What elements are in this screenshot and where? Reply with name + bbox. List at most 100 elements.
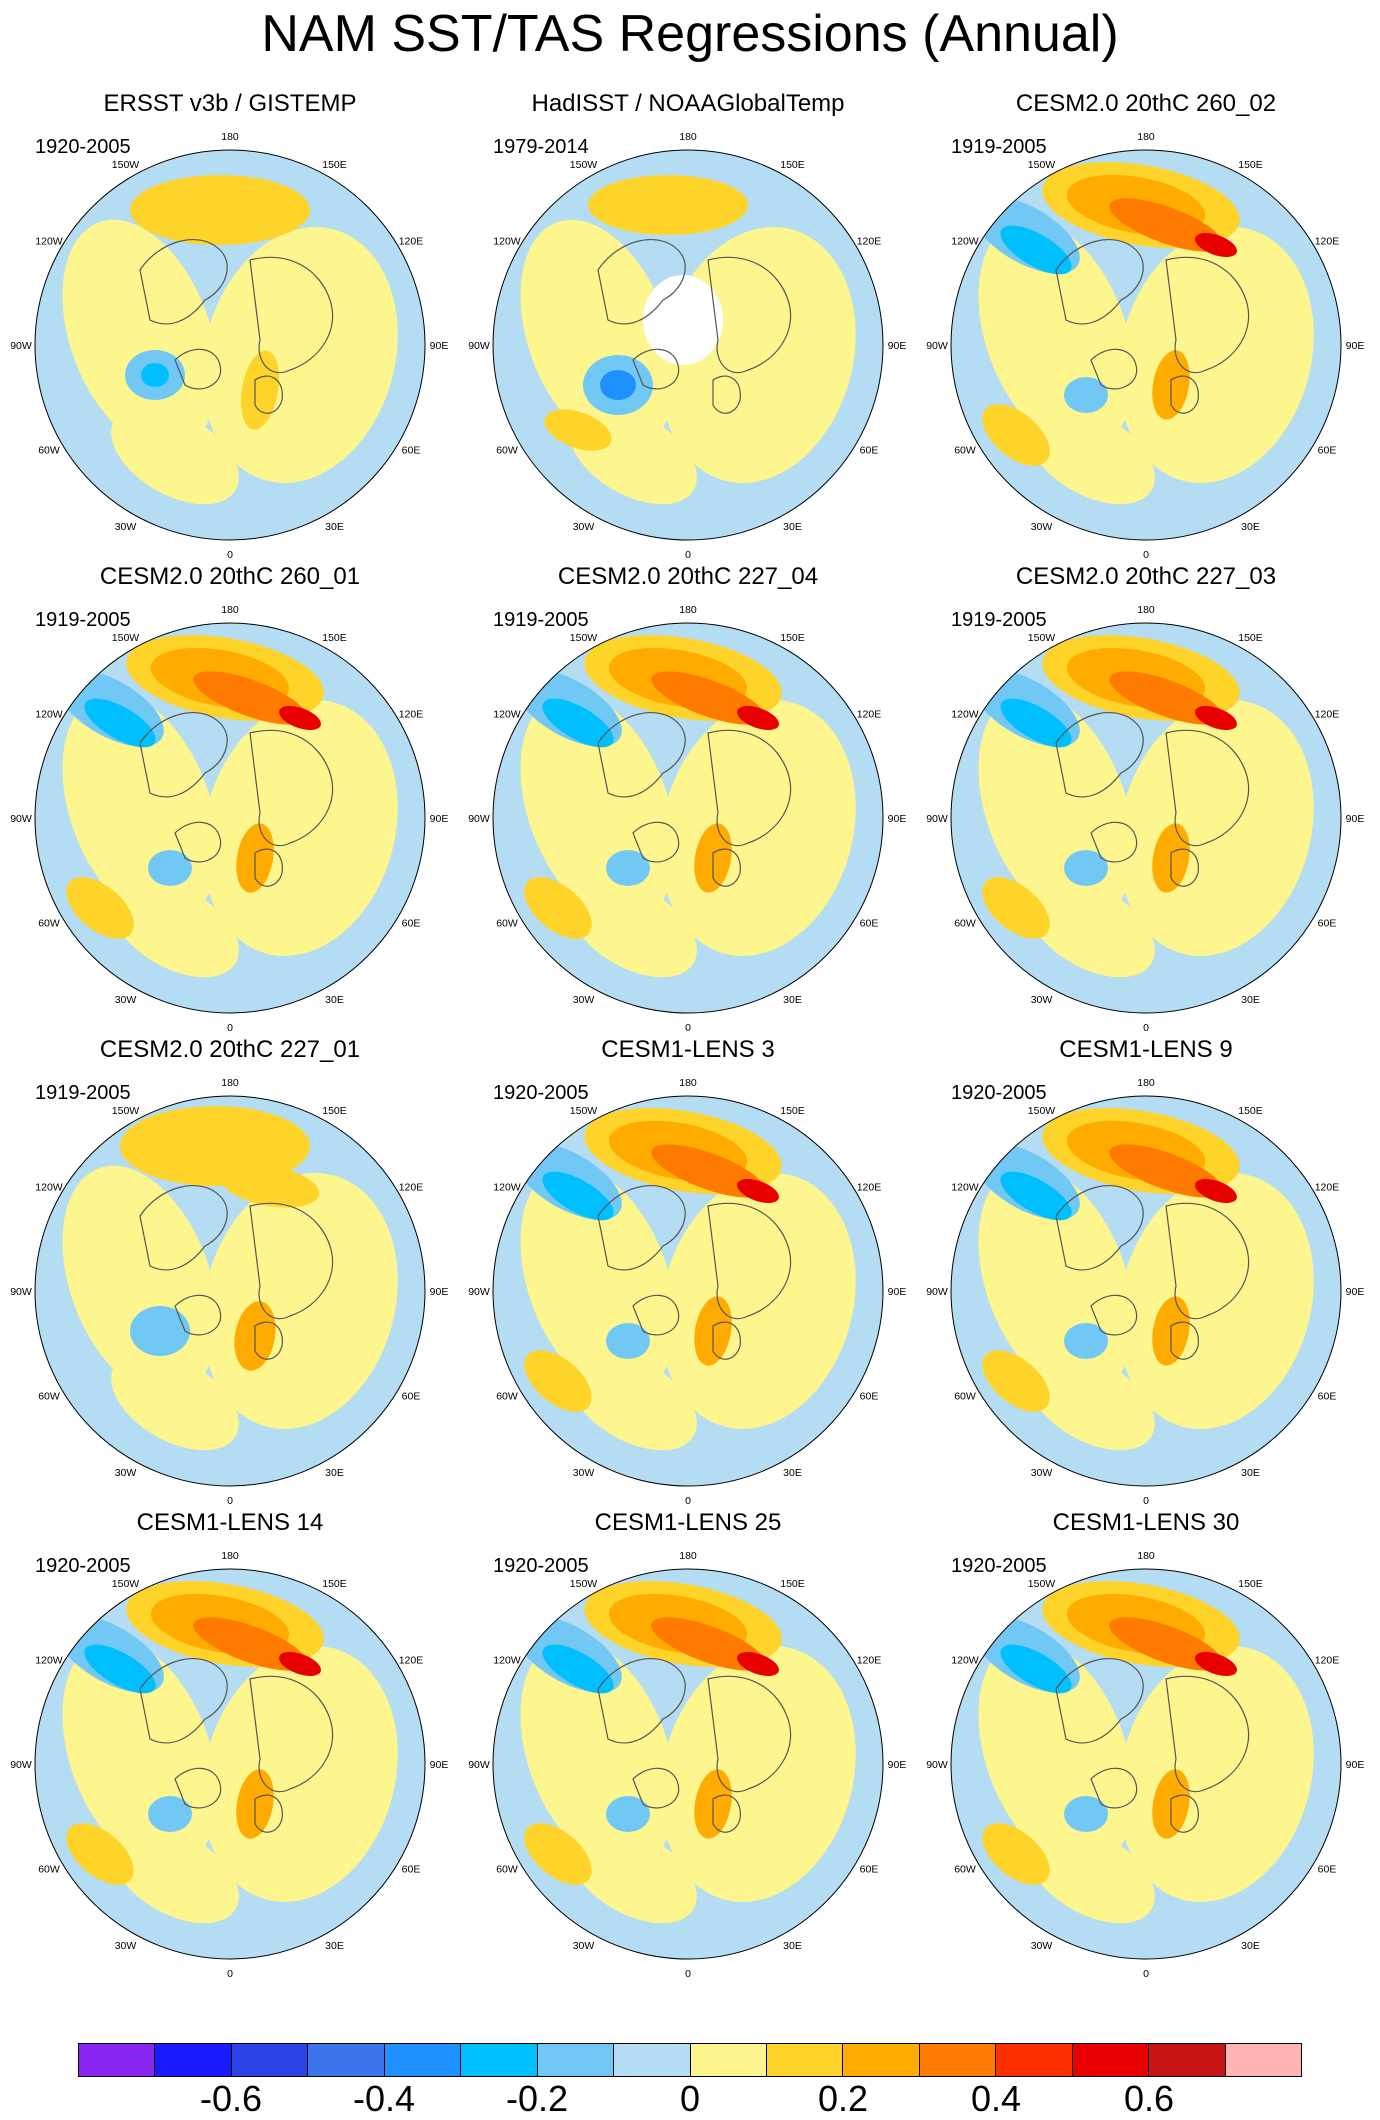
anomaly-field [62, 1106, 398, 1451]
panel-period: 1979-2014 [493, 136, 589, 158]
longitude-label: 150W [1028, 1105, 1056, 1117]
coastline-2 [1090, 348, 1138, 390]
labrador-cool-anomaly [1064, 377, 1108, 413]
longitude-label: 60E [402, 445, 421, 457]
panel-period: 1919-2005 [951, 609, 1047, 631]
colorbar-tick-label: 0.6 [1123, 2078, 1175, 2119]
longitude-label: 120E [857, 236, 882, 248]
longitude-label: 60E [402, 918, 421, 930]
colorbar-swatch [614, 2044, 691, 2076]
longitude-label: 150W [1028, 1578, 1056, 1590]
anomaly-field [56, 1580, 398, 1924]
map-panel: 180 150E 120E 90E 60E 30E 0 30W 60W 90W 120W 150W CE… [916, 473, 1376, 1034]
longitude-label: 150W [1028, 159, 1056, 171]
longitude-label: 150E [1238, 1105, 1263, 1117]
colorbar-swatch [1072, 2044, 1150, 2076]
longitude-label: 180 [221, 1550, 239, 1562]
longitude-label: 0 [1143, 1968, 1149, 1980]
longitude-label: 180 [1137, 1550, 1155, 1562]
polar-map: 180 150E 120E 90E 60E 30E 0 30W 60W 90W 120W 150W [926, 604, 1364, 1034]
panel-period: 1920-2005 [493, 1555, 589, 1577]
longitude-label: 30W [1031, 1940, 1053, 1952]
longitude-label: 90W [10, 813, 32, 825]
pacific-cool-core [1000, 1644, 1072, 1694]
labrador-cool-anomaly [148, 1796, 192, 1832]
polar-map: 180 150E 120E 90E 60E 30E 0 30W 60W 90W 120W 150W [468, 1077, 907, 1507]
map-border [34, 1095, 426, 1487]
longitude-label: 90E [430, 1286, 449, 1298]
coastline-3 [712, 1794, 741, 1833]
longitude-label: 30E [1241, 521, 1260, 533]
longitude-label: 120E [1315, 1182, 1340, 1194]
polar-map: 180 150E 120E 90E 60E 30E 0 30W 60W 90W 120W 150W [468, 604, 906, 1034]
atlantic-warm-anomaly [982, 1350, 1050, 1412]
atlantic-anomaly [569, 878, 697, 978]
coastline-0 [1055, 712, 1144, 798]
coastline-1 [1165, 1675, 1250, 1793]
coastline-3 [254, 1321, 283, 1360]
longitude-label: 90E [888, 1286, 907, 1298]
longitude-label: 60W [38, 1391, 60, 1403]
figure-title: NAM SST/TAS Regressions (Annual) [261, 5, 1119, 63]
longitude-label: 30W [573, 1467, 595, 1479]
map-border [492, 1095, 884, 1487]
pacific-cool-core [1000, 698, 1072, 748]
longitude-label: 0 [227, 1022, 233, 1034]
panel-title: CESM1-LENS 25 [594, 1509, 782, 1536]
panel-title: CESM2.0 20thC 260_02 [1015, 90, 1277, 117]
coastline-3 [712, 848, 741, 887]
longitude-label: 30W [1031, 521, 1053, 533]
longitude-label: 90E [888, 1759, 907, 1771]
longitude-label: 120E [1315, 709, 1340, 721]
panel-title: CESM1-LENS 3 [601, 1036, 775, 1063]
longitude-label: 180 [1137, 131, 1155, 143]
panel-title: ERSST v3b / GISTEMP [103, 90, 357, 117]
colorbar-tick-label: 0 [679, 2078, 701, 2119]
panel-title: CESM2.0 20thC 227_04 [557, 563, 819, 590]
bering-max-anomaly [1195, 1178, 1237, 1204]
pacific-warm-core [1109, 1617, 1223, 1671]
pacific-warm-core [175, 192, 275, 228]
labrador-cool-anomaly [1064, 1323, 1108, 1359]
longitude-label: 60W [496, 445, 518, 457]
longitude-label: 120E [399, 236, 424, 248]
longitude-label: 90E [430, 340, 449, 352]
colorbar-swatch [308, 2044, 385, 2076]
longitude-label: 90W [468, 340, 490, 352]
longitude-label: 30E [325, 1467, 344, 1479]
labrador-cool-anomaly [130, 1306, 190, 1356]
anomaly-field [972, 634, 1314, 978]
colorbar-swatch [996, 2044, 1073, 2076]
atlantic-warm-anomaly [982, 877, 1050, 939]
colorbar-swatch [766, 2044, 844, 2076]
atlantic-warm-anomaly [544, 409, 612, 451]
coastline-0 [597, 1658, 686, 1744]
longitude-label: 30E [783, 1940, 802, 1952]
bering-max-anomaly [737, 1178, 779, 1204]
longitude-label: 60W [38, 445, 60, 457]
longitude-label: 90E [888, 340, 907, 352]
colorbar [78, 2043, 1302, 2077]
longitude-label: 120E [857, 1182, 882, 1194]
pacific-warm-core [1109, 198, 1223, 252]
bering-max-anomaly [1195, 1651, 1237, 1677]
polar-map: 180 150E 120E 90E 60E 30E 0 30W 60W 90W 120W 150W [10, 604, 448, 1034]
longitude-label: 150E [322, 159, 347, 171]
pacific-cool-core [1000, 225, 1072, 275]
longitude-label: 150W [570, 1578, 598, 1590]
longitude-label: 30E [1241, 1467, 1260, 1479]
longitude-label: 0 [685, 1495, 691, 1507]
longitude-label: 180 [1137, 604, 1155, 616]
longitude-label: 60W [496, 918, 518, 930]
pacific-warm-core [651, 671, 765, 725]
polar-map: 180 150E 120E 90E 60E 30E 0 30W 60W 90W 120W 150W [10, 1550, 449, 1980]
longitude-label: 150E [322, 632, 347, 644]
labrador-cool-anomaly [1064, 850, 1108, 886]
longitude-label: 150E [322, 1578, 347, 1590]
pacific-warm-extension [220, 1164, 320, 1208]
coastline-1 [249, 256, 334, 374]
longitude-label: 30E [783, 521, 802, 533]
longitude-label: 90E [430, 1759, 449, 1771]
coastline-2 [1090, 821, 1138, 863]
bering-max-anomaly [279, 1651, 321, 1677]
